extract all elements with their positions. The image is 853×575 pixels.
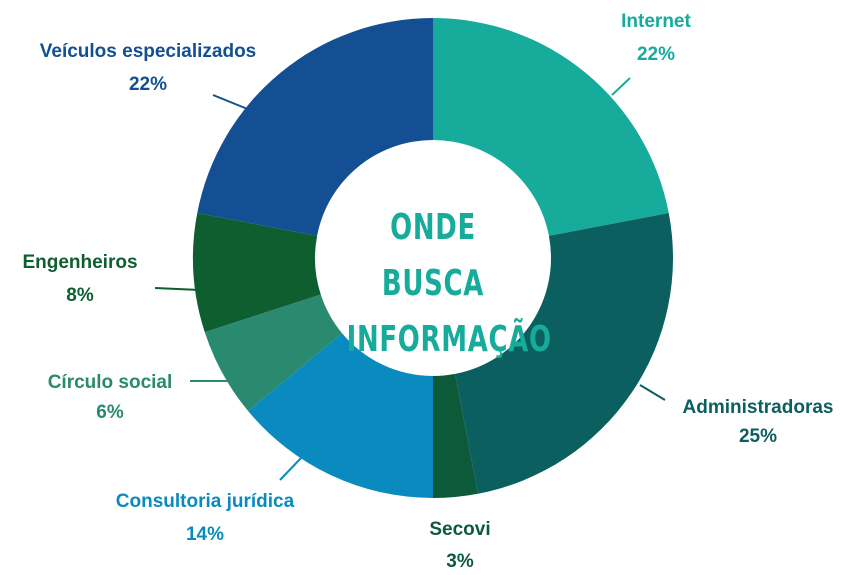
value-label: 6% <box>96 402 124 423</box>
slice-label: Secovi <box>429 519 490 540</box>
value-label: 22% <box>129 74 167 95</box>
value-label: 14% <box>186 524 224 545</box>
slice <box>455 213 674 494</box>
slice-label: Veículos especializados <box>40 41 257 62</box>
slice <box>433 373 478 498</box>
slice <box>433 18 669 236</box>
value-label: 8% <box>66 285 94 306</box>
chart-title: ONDE BUSCA INFORMAÇÃO <box>346 207 552 360</box>
value-label: 3% <box>446 551 474 570</box>
leader-line <box>611 77 631 96</box>
slice-label: Consultoria jurídica <box>116 491 295 512</box>
leader-line <box>212 94 251 111</box>
value-label: 22% <box>637 44 675 65</box>
slice <box>192 213 321 333</box>
slice-label: Círculo social <box>48 372 173 393</box>
slice-label: Administradoras <box>683 397 834 418</box>
slice <box>204 294 343 411</box>
slice <box>248 333 433 498</box>
leader-line <box>154 287 201 291</box>
slice-label: Internet <box>621 11 691 32</box>
leader-line <box>639 384 666 401</box>
value-label: 25% <box>739 426 777 447</box>
slice <box>197 18 433 236</box>
slice-label: Engenheiros <box>22 252 137 273</box>
leader-line <box>279 456 303 481</box>
